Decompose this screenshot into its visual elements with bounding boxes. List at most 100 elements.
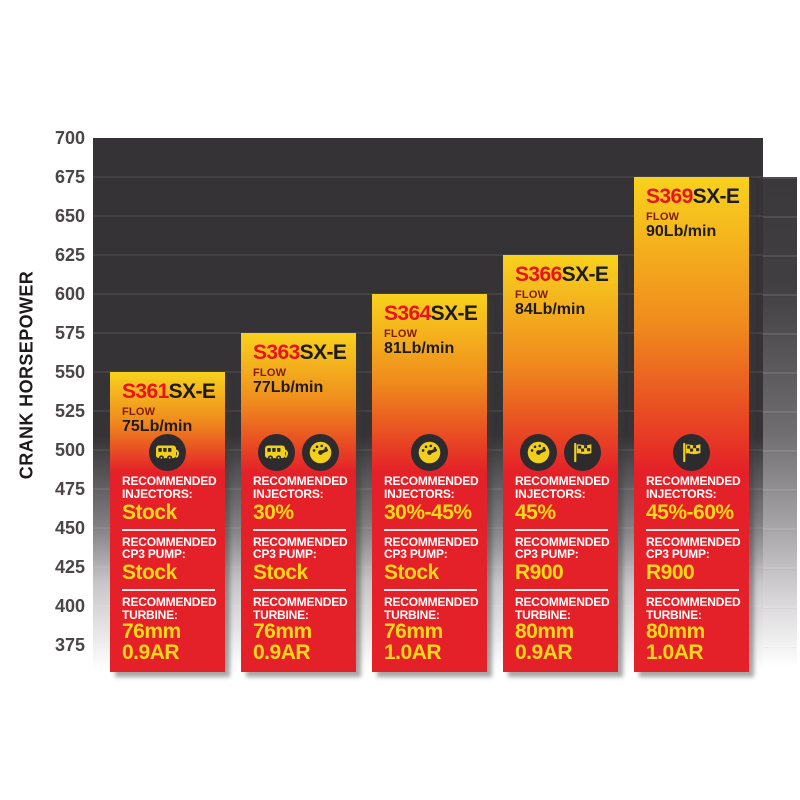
camper-icon	[156, 445, 179, 461]
gridline	[93, 215, 763, 217]
bar-header: S366SX-E FLOW 84Lb/min	[503, 255, 618, 318]
section-divider	[384, 588, 477, 591]
flow-label: FLOW	[384, 328, 418, 341]
section-divider	[515, 588, 608, 591]
injectors-label: RECOMMENDED INJECTORS:	[384, 474, 479, 502]
y-tick-label: 700	[54, 128, 85, 148]
bar-s364: S364SX-E FLOW 81Lb/min RECOMMENDED INJEC…	[372, 294, 487, 672]
icon-circle	[258, 434, 295, 472]
flow-value: 81Lb/min	[384, 340, 455, 358]
cp3-pump-value: R900	[646, 560, 695, 584]
flow-label: FLOW	[646, 211, 680, 224]
flow-value: 77Lb/min	[253, 379, 324, 397]
injectors-value: 30%-45%	[384, 500, 472, 524]
turbine-label: RECOMMENDED TURBINE:	[122, 594, 217, 622]
y-tick-label: 475	[54, 479, 85, 499]
turbine-size-value: 76mm	[253, 620, 312, 644]
section-divider	[515, 528, 608, 531]
turbine-label: RECOMMENDED TURBINE:	[646, 594, 741, 622]
y-tick-label: 425	[54, 557, 85, 577]
bar-model-number: S369	[646, 185, 693, 208]
y-tick-label: 500	[54, 440, 85, 460]
turbine-ar-value: 1.0AR	[646, 641, 704, 665]
bar-model-suffix: SX-E	[692, 185, 740, 208]
camper-icon	[265, 445, 288, 461]
gridline	[93, 254, 763, 256]
turbine-ar-value: 1.0AR	[384, 641, 442, 665]
icon-circle	[673, 434, 710, 472]
y-tick-label: 575	[54, 323, 85, 343]
gridline	[93, 176, 763, 178]
section-divider	[253, 528, 346, 531]
injectors-label: RECOMMENDED INJECTORS:	[646, 474, 741, 502]
gauge-icon	[527, 442, 550, 464]
cp3-pump-label: RECOMMENDED CP3 PUMP:	[515, 534, 610, 562]
section-divider	[253, 588, 346, 591]
bar-specs: RECOMMENDED INJECTORS: 30% RECOMMENDED C…	[241, 434, 356, 672]
bar-s369: S369SX-E FLOW 90Lb/min RECOMMENDED INJEC…	[634, 177, 749, 672]
bar-s361: S361SX-E FLOW 75Lb/min RECOMMENDED INJEC…	[110, 372, 225, 672]
y-tick-label: 675	[54, 167, 85, 187]
bar-model-number: S361	[122, 380, 169, 403]
icon-circle	[564, 434, 601, 472]
plot-fade-strip	[763, 177, 797, 667]
bar-s363: S363SX-E FLOW 77Lb/min RECOMMENDED INJEC…	[241, 333, 356, 672]
bar-model-suffix: SX-E	[299, 341, 347, 364]
cp3-pump-label: RECOMMENDED CP3 PUMP:	[253, 534, 348, 562]
icon-row	[384, 434, 475, 472]
flow-value: 90Lb/min	[646, 223, 717, 241]
cp3-pump-label: RECOMMENDED CP3 PUMP:	[122, 534, 217, 562]
cp3-pump-value: R900	[515, 560, 564, 584]
turbine-label: RECOMMENDED TURBINE:	[384, 594, 479, 622]
bar-model-title: S366SX-E	[515, 263, 614, 286]
cp3-pump-value: Stock	[253, 560, 308, 584]
plot-area: S361SX-E FLOW 75Lb/min RECOMMENDED INJEC…	[93, 138, 763, 710]
y-tick-label: 375	[54, 635, 85, 655]
flow-label: FLOW	[515, 289, 549, 302]
section-divider	[646, 588, 739, 591]
flag-icon	[683, 443, 701, 463]
turbine-size-value: 76mm	[122, 620, 181, 644]
icon-circle	[520, 434, 557, 472]
flow-label: FLOW	[253, 367, 287, 380]
injectors-value: 45%-60%	[646, 500, 734, 524]
turbine-size-value: 76mm	[384, 620, 443, 644]
turbine-ar-value: 0.9AR	[515, 641, 573, 665]
icon-circle	[411, 434, 448, 472]
icon-circle	[149, 434, 186, 472]
bar-model-title: S369SX-E	[646, 185, 745, 208]
y-tick-label: 650	[54, 206, 85, 226]
injectors-label: RECOMMENDED INJECTORS:	[122, 474, 217, 502]
bar-model-title: S364SX-E	[384, 302, 483, 325]
bar-model-suffix: SX-E	[430, 302, 478, 325]
section-divider	[384, 528, 477, 531]
bar-header: S363SX-E FLOW 77Lb/min	[241, 333, 356, 396]
flow-value: 84Lb/min	[515, 301, 586, 319]
icon-circle	[302, 434, 339, 472]
flow-value: 75Lb/min	[122, 418, 193, 436]
bar-header: S369SX-E FLOW 90Lb/min	[634, 177, 749, 240]
bar-specs: RECOMMENDED INJECTORS: 30%-45% RECOMMEND…	[372, 434, 487, 672]
y-tick-label: 400	[54, 596, 85, 616]
y-tick-label: 450	[54, 518, 85, 538]
injectors-value: Stock	[122, 500, 177, 524]
injectors-label: RECOMMENDED INJECTORS:	[515, 474, 610, 502]
y-tick-label: 600	[54, 284, 85, 304]
flag-icon	[574, 443, 592, 463]
section-divider	[122, 588, 215, 591]
bar-specs: RECOMMENDED INJECTORS: 45%-60% RECOMMEND…	[634, 434, 749, 672]
bar-header: S361SX-E FLOW 75Lb/min	[110, 372, 225, 435]
bar-header: S364SX-E FLOW 81Lb/min	[372, 294, 487, 357]
bar-s366: S366SX-E FLOW 84Lb/min RECOMMENDED INJEC…	[503, 255, 618, 672]
cp3-pump-label: RECOMMENDED CP3 PUMP:	[646, 534, 741, 562]
bar-specs: RECOMMENDED INJECTORS: 45% RECOMMENDED C…	[503, 434, 618, 672]
turbine-label: RECOMMENDED TURBINE:	[253, 594, 348, 622]
bar-model-title: S361SX-E	[122, 380, 221, 403]
icon-row	[515, 434, 606, 472]
cp3-pump-label: RECOMMENDED CP3 PUMP:	[384, 534, 479, 562]
bar-specs: RECOMMENDED INJECTORS: Stock RECOMMENDED…	[110, 434, 225, 672]
cp3-pump-value: Stock	[122, 560, 177, 584]
bar-model-number: S364	[384, 302, 431, 325]
icon-row	[646, 434, 737, 472]
bar-model-title: S363SX-E	[253, 341, 352, 364]
